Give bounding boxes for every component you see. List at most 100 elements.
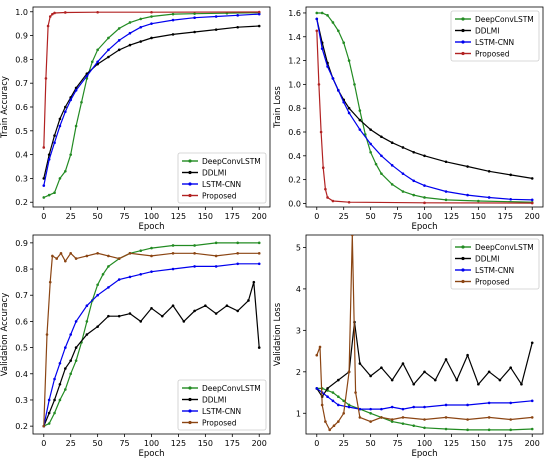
series-point-deepconvlstm <box>74 124 78 128</box>
series-point-ddlmi <box>487 169 491 173</box>
y-axis-label: Validation Loss <box>273 302 283 366</box>
series-point-ddlmi <box>204 304 207 307</box>
series-point-proposed <box>530 416 534 419</box>
series-point-proposed <box>150 10 153 14</box>
series-point-lstm-cnn <box>128 31 132 35</box>
series-point-ddlmi <box>58 117 62 121</box>
series-point-ddlmi <box>171 33 175 36</box>
series-point-lstm-cnn <box>412 179 416 183</box>
x-tick-label: 200 <box>252 439 267 448</box>
series-point-lstm-cnn <box>74 89 78 92</box>
series-point-lstm-cnn <box>107 286 110 289</box>
y-tick-label: 3 <box>296 326 301 335</box>
legend: DeepConvLSTM DDLMI LSTM-CNN Proposed <box>177 152 267 204</box>
legend-swatch-marker <box>461 245 465 249</box>
series-point-proposed <box>423 201 426 205</box>
series-point-lstm-cnn <box>128 275 132 279</box>
series-point-lstm-cnn <box>466 403 469 407</box>
series-point-ddlmi <box>401 146 405 149</box>
series-point-lstm-cnn <box>64 110 67 114</box>
series-point-deepconvlstm <box>139 249 143 253</box>
series-group <box>42 241 261 428</box>
legend-label: DeepConvLSTM <box>202 157 261 166</box>
series-point-lstm-cnn <box>358 128 362 131</box>
y-tick-label: 1.6 <box>288 9 301 18</box>
series-point-lstm-cnn <box>315 387 319 390</box>
x-tick-label: 200 <box>252 212 267 221</box>
series-point-proposed <box>401 416 405 419</box>
series-point-proposed <box>347 370 351 374</box>
series-point-proposed <box>45 333 49 336</box>
legend-label: LSTM-CNN <box>475 266 514 275</box>
y-tick-label: 0.5 <box>15 127 28 136</box>
series-point-deepconvlstm <box>107 265 110 268</box>
series-point-ddlmi <box>466 165 469 168</box>
legend-box <box>177 379 267 431</box>
series-line-deepconvlstm <box>316 12 533 203</box>
series-point-deepconvlstm <box>331 391 335 394</box>
series-point-lstm-cnn <box>326 395 329 398</box>
series-point-deepconvlstm <box>342 41 346 45</box>
series-point-ddlmi <box>128 312 132 315</box>
series-point-ddlmi <box>214 28 218 31</box>
y-tick-label: 1 <box>296 409 301 418</box>
series-point-lstm-cnn <box>401 407 405 411</box>
series-point-ddlmi <box>509 173 512 177</box>
series-point-lstm-cnn <box>342 100 346 104</box>
y-tick-label: 2 <box>296 368 301 377</box>
series-point-lstm-cnn <box>487 401 491 405</box>
x-tick-label: 125 <box>171 212 186 221</box>
series-point-lstm-cnn <box>380 154 383 158</box>
series-point-lstm-cnn <box>150 270 153 273</box>
y-tick-label: 0.3 <box>15 174 28 183</box>
series-point-deepconvlstm <box>353 83 356 86</box>
series-point-lstm-cnn <box>509 197 512 201</box>
series-point-deepconvlstm <box>69 153 73 156</box>
series-point-ddlmi <box>347 106 351 110</box>
x-tick-label: 25 <box>66 439 76 448</box>
series-point-deepconvlstm <box>487 428 491 432</box>
x-tick-label: 50 <box>366 439 376 448</box>
y-tick-label: 0.0 <box>288 199 301 208</box>
series-point-proposed <box>51 12 54 16</box>
series-point-deepconvlstm <box>337 29 340 33</box>
series-point-lstm-cnn <box>74 320 78 323</box>
series-point-proposed <box>69 252 73 255</box>
series-point-ddlmi <box>257 24 261 28</box>
y-tick-label: 0.6 <box>15 103 28 112</box>
series-point-proposed <box>390 418 394 421</box>
validation-accuracy-panel: 0 25 50 75 100 125 150 175 200 0.2 0.3 0.4 0.5 0.6 0.7… <box>0 234 271 459</box>
x-tick-label: 25 <box>339 212 349 221</box>
series-point-lstm-cnn <box>337 403 340 407</box>
x-tick-label: 25 <box>339 439 349 448</box>
series-point-proposed <box>509 418 512 421</box>
y-axis-label: Validation Accuracy <box>0 293 10 376</box>
series-point-ddlmi <box>53 398 56 402</box>
series-point-proposed <box>369 420 372 423</box>
series-point-proposed <box>423 418 426 421</box>
y-tick-label: 0.8 <box>288 104 301 113</box>
series-point-ddlmi <box>423 154 426 158</box>
series-point-lstm-cnn <box>150 22 153 25</box>
series-point-ddlmi <box>53 134 56 137</box>
series-point-ddlmi <box>498 378 502 382</box>
y-tick-label: 0.5 <box>15 344 28 353</box>
series-point-proposed <box>380 416 383 419</box>
series-point-proposed <box>324 420 327 423</box>
x-tick-label: 0 <box>41 439 46 448</box>
series-point-ddlmi <box>74 346 78 349</box>
series-point-deepconvlstm <box>80 100 83 104</box>
x-tick-label: 125 <box>444 439 459 448</box>
series-point-deepconvlstm <box>128 21 132 24</box>
series-point-ddlmi <box>171 304 175 307</box>
series-point-deepconvlstm <box>193 12 196 15</box>
series-point-proposed <box>55 257 58 260</box>
series-point-lstm-cnn <box>369 142 372 146</box>
series-point-lstm-cnn <box>320 47 324 50</box>
series-point-ddlmi <box>182 320 186 323</box>
series-point-lstm-cnn <box>326 65 329 68</box>
series-point-deepconvlstm <box>315 11 319 15</box>
legend-swatch-marker <box>188 409 192 413</box>
series-point-ddlmi <box>337 378 340 382</box>
x-axis-label: Epoch <box>411 222 437 232</box>
